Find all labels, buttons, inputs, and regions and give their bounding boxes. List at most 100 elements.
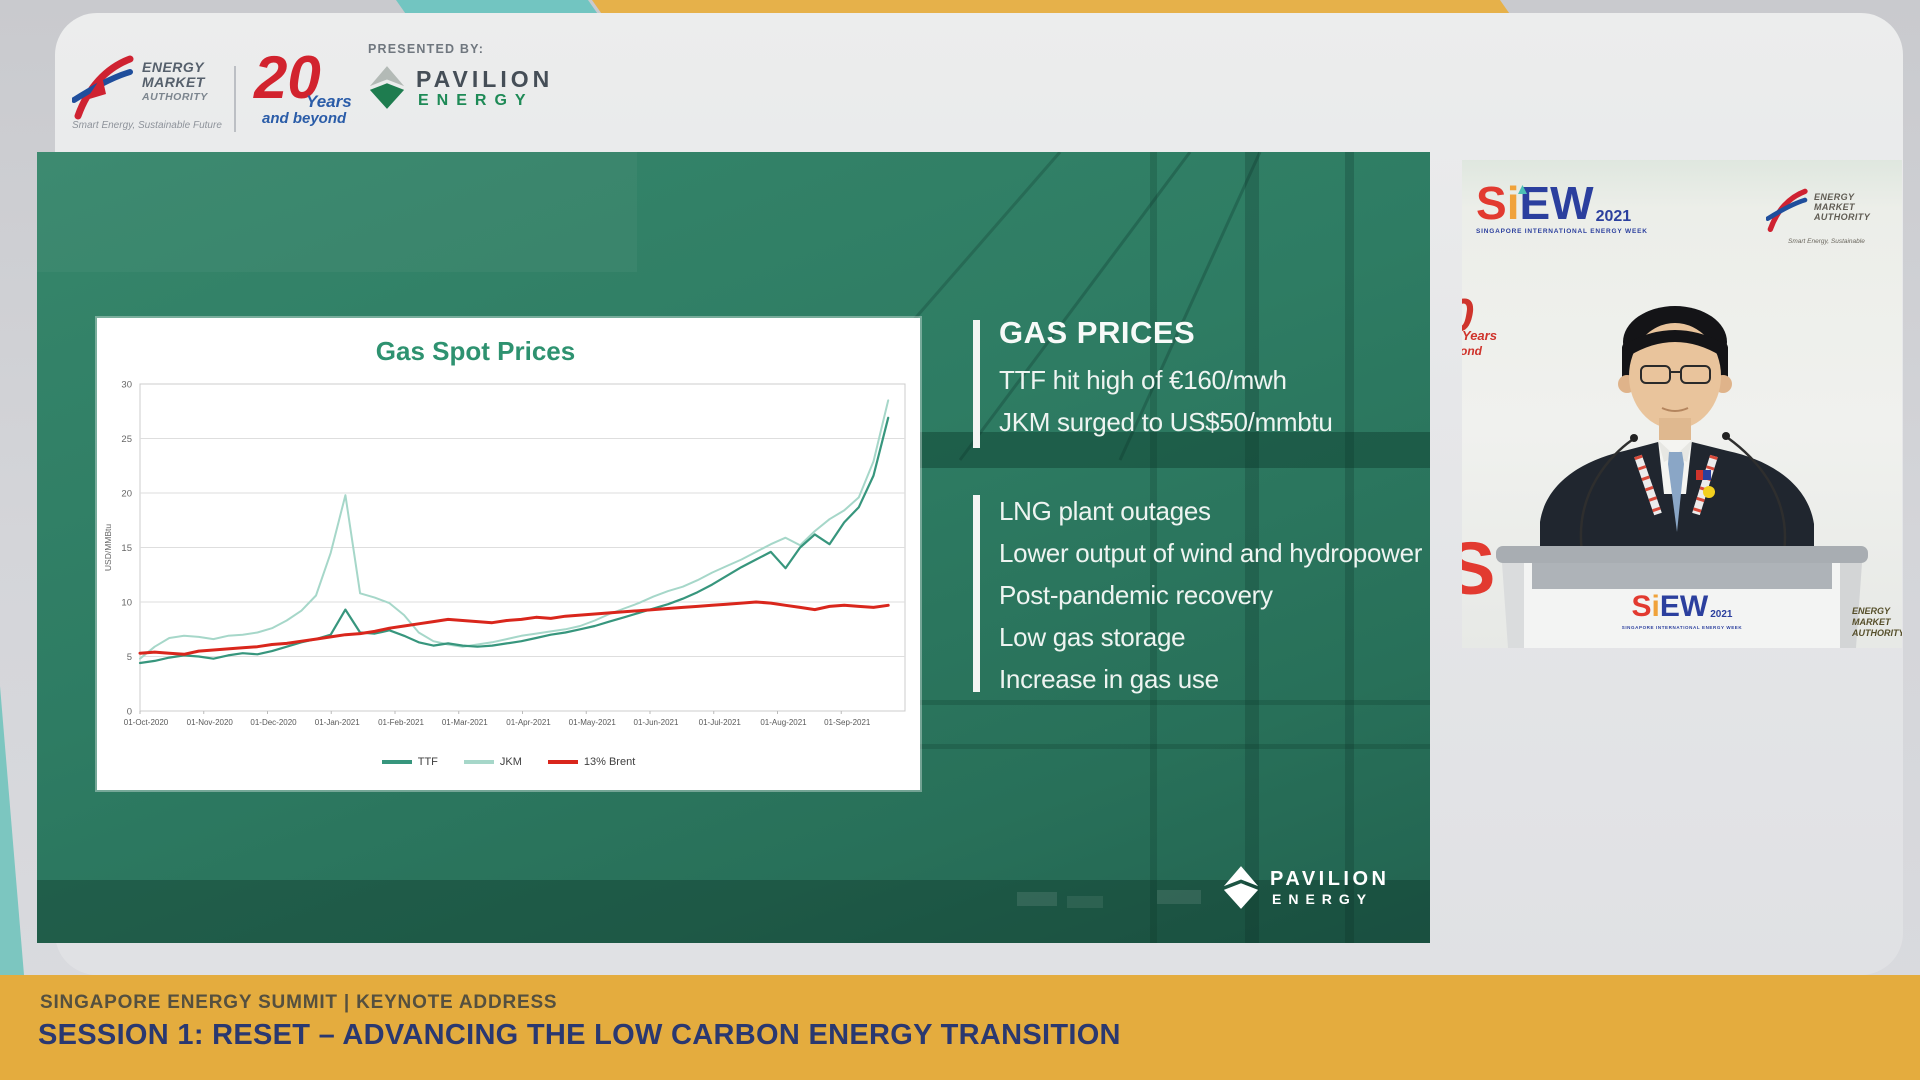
block2-line: Lower output of wind and hydropower — [999, 538, 1423, 568]
podium — [1496, 546, 1868, 648]
block2-line: Post-pandemic recovery — [999, 580, 1273, 610]
left-accent-wedge — [0, 686, 24, 975]
backdrop-partial-ema: ENERGY MARKET AUTHORITY — [1852, 606, 1902, 638]
speaker — [1540, 306, 1814, 550]
backdrop-partial-years: Years — [1462, 328, 1497, 343]
ema-name-line: AUTHORITY — [1814, 212, 1871, 222]
siew-letter: S — [1631, 590, 1652, 623]
footer-session-title: SESSION 1: RESET – ADVANCING THE LOW CAR… — [38, 1019, 1121, 1051]
pavilion-division: ENERGY — [1272, 891, 1374, 907]
backdrop-partial-year: 0 — [1462, 288, 1474, 342]
pavilion-diamond-icon — [1223, 866, 1259, 909]
svg-text:25: 25 — [121, 434, 132, 445]
svg-text:10: 10 — [121, 598, 132, 609]
legend-item: JKM — [463, 756, 522, 768]
footer-session-label: SINGAPORE ENERGY SUMMIT | KEYNOTE ADDRES… — [40, 992, 558, 1013]
legend-swatch — [547, 760, 578, 764]
svg-text:01-Jun-2021: 01-Jun-2021 — [634, 718, 679, 727]
legend-swatch — [381, 760, 412, 764]
svg-text:01-Dec-2020: 01-Dec-2020 — [250, 718, 297, 727]
chart-title: Gas Spot Prices — [375, 336, 576, 366]
svg-text:01-Nov-2020: 01-Nov-2020 — [187, 718, 234, 727]
siew-letter: i — [1506, 177, 1520, 229]
speaker-and-podium — [1496, 306, 1868, 648]
siew-tagline: SINGAPORE INTERNATIONAL ENERGY WEEK — [1476, 228, 1648, 236]
svg-text:USD/MMBtu: USD/MMBtu — [103, 524, 113, 572]
pavilion-logo-slide: PAVILION ENERGY — [1222, 864, 1430, 920]
svg-text:30: 30 — [121, 380, 132, 391]
ema-logo: ENERGY MARKET AUTHORITY Smart Energy, Su… — [70, 50, 300, 138]
svg-text:15: 15 — [121, 543, 132, 554]
siew-letter: W — [1679, 590, 1709, 623]
block2-line: Low gas storage — [999, 622, 1186, 652]
siew-i-dot — [1518, 185, 1527, 194]
top-ribbon-teal — [396, 0, 598, 14]
siew-year: 2021 — [1595, 207, 1632, 225]
legend-label: JKM — [499, 756, 522, 768]
legend-label: TTF — [417, 756, 438, 768]
svg-text:20: 20 — [121, 489, 132, 500]
svg-text:01-May-2021: 01-May-2021 — [569, 718, 617, 727]
backdrop-partial-siew: S — [1462, 527, 1496, 610]
anniversary-years: Years — [306, 92, 352, 111]
svg-text:01-Aug-2021: 01-Aug-2021 — [760, 718, 807, 727]
svg-text:5: 5 — [127, 652, 132, 663]
pavilion-name: PAVILION — [416, 66, 554, 92]
ema-name-line: ENERGY — [1814, 192, 1855, 202]
ema-tagline: Smart Energy, Sustainable — [1788, 238, 1865, 245]
svg-text:01-Jul-2021: 01-Jul-2021 — [699, 718, 742, 727]
drivers-block: LNG plant outages Lower output of wind a… — [999, 490, 1422, 700]
block2-accent-bar — [973, 495, 980, 692]
pavilion-division: ENERGY — [418, 92, 534, 109]
pavilion-logo-header: PAVILION ENERGY — [368, 64, 588, 124]
gas-prices-block: GAS PRICES TTF hit high of €160/mwh JKM … — [999, 315, 1333, 443]
siew-year: 2021 — [1710, 609, 1733, 620]
siew-letter: i — [1651, 590, 1660, 623]
header-divider — [234, 66, 236, 132]
block2-line: Increase in gas use — [999, 664, 1219, 694]
ema-name-line: MARKET — [142, 74, 205, 90]
chart-legend: TTF JKM 13% Brent — [97, 756, 920, 768]
siew-letter: E — [1659, 590, 1680, 623]
ema-swoosh-icon — [72, 55, 134, 120]
block2-line: LNG plant outages — [999, 496, 1211, 526]
block1-line: TTF hit high of €160/mwh — [999, 365, 1287, 395]
port-background-texture — [37, 152, 1430, 943]
pavilion-name: PAVILION — [1270, 868, 1390, 890]
svg-text:01-Oct-2020: 01-Oct-2020 — [124, 718, 169, 727]
ema-name-line: AUTHORITY — [142, 91, 208, 103]
microphones — [1579, 432, 1787, 553]
svg-text:01-Apr-2021: 01-Apr-2021 — [506, 718, 551, 727]
legend-item: TTF — [381, 756, 438, 768]
top-ribbon-yellow — [592, 0, 1510, 14]
legend-label: 13% Brent — [583, 756, 636, 768]
siew-letter: W — [1550, 177, 1594, 229]
ema-name-line: MARKET — [1814, 202, 1855, 212]
anniversary-logo: 20 Years and beyond — [254, 48, 374, 138]
ema-tagline: Smart Energy, Sustainable Future — [72, 120, 222, 131]
chart-panel: Gas Spot Prices 0 5 10 15 20 25 30 USD/MMBtu 01-… — [97, 318, 920, 790]
siew-tagline: SINGAPORE INTERNATIONAL ENERGY WEEK — [1621, 624, 1743, 630]
ema-name-line: ENERGY — [142, 59, 205, 75]
block1-line: JKM surged to US$50/mmbtu — [999, 407, 1333, 437]
gas-spot-prices-chart: 0 5 10 15 20 25 30 USD/MMBtu 01-Oct-2020 01-Nov-2… — [103, 380, 906, 727]
pavilion-diamond-icon — [369, 66, 405, 109]
svg-text:01-Feb-2021: 01-Feb-2021 — [378, 718, 424, 727]
svg-text:0: 0 — [127, 707, 132, 718]
anniversary-number: 20 — [254, 44, 321, 111]
block1-accent-bar — [973, 320, 980, 448]
svg-text:01-Jan-2021: 01-Jan-2021 — [315, 718, 360, 727]
svg-text:01-Sep-2021: 01-Sep-2021 — [824, 718, 871, 727]
footer-bar: SINGAPORE ENERGY SUMMIT | KEYNOTE ADDRES… — [0, 975, 1920, 1080]
presented-by-label: PRESENTED BY: — [368, 42, 485, 56]
svg-text:01-Mar-2021: 01-Mar-2021 — [442, 718, 488, 727]
backdrop-partial-beyond: ond — [1462, 344, 1482, 358]
block1-title: GAS PRICES — [999, 315, 1196, 350]
presentation-slide: Gas Spot Prices 0 5 10 15 20 25 30 USD/MMBtu 01-… — [37, 152, 1430, 943]
ema-swoosh-icon — [1766, 188, 1808, 232]
legend-item: 13% Brent — [547, 756, 636, 768]
siew-letter: S — [1476, 177, 1507, 229]
